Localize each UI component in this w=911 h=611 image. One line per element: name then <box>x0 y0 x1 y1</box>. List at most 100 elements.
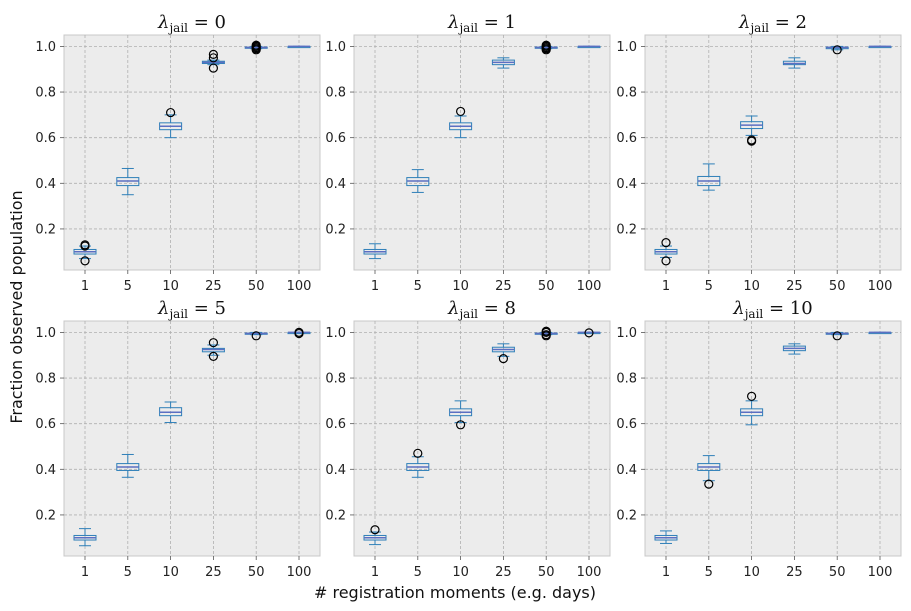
outlier-point <box>498 354 508 364</box>
plot-area <box>353 34 611 271</box>
title-value: 5 <box>215 298 226 319</box>
title-equals: = <box>188 12 215 33</box>
box-10 <box>159 401 183 424</box>
box-100 <box>287 327 311 339</box>
subplot-panel: 0.2 0.4 0.6 0.8 1.0 1 5 10 25 50 100 λjail = 2 <box>616 12 902 294</box>
outlier-point <box>746 391 757 401</box>
outlier-point <box>541 326 551 336</box>
y-tick-label: 0.4 <box>325 177 346 192</box>
outlier-point <box>456 106 466 117</box>
box-5 <box>697 455 721 489</box>
box-50 <box>244 331 268 341</box>
title-equals: = <box>763 298 790 319</box>
box-1 <box>654 530 678 544</box>
panel-title: λjail = 1 <box>447 12 516 35</box>
subplot-panel: 0.2 0.4 0.6 0.8 1.0 1 5 10 25 50 100 λjail = 5 <box>35 298 321 580</box>
outlier-point <box>746 135 757 145</box>
y-tick-label: 0.6 <box>35 131 56 146</box>
y-tick-label: 0.8 <box>616 372 637 387</box>
outlier-point <box>80 240 90 250</box>
box-5 <box>116 167 140 196</box>
x-tick-label: 5 <box>414 279 422 294</box>
x-tick-label: 25 <box>786 279 803 294</box>
outlier-point <box>541 330 551 340</box>
y-tick-label: 0.2 <box>325 222 346 237</box>
title-equals: = <box>478 298 505 319</box>
outlier-point <box>456 420 466 430</box>
outlier-point <box>584 328 594 338</box>
y-tick-label: 0.6 <box>616 131 637 146</box>
panel-title: λjail = 5 <box>157 298 226 321</box>
box-25 <box>782 343 806 355</box>
box-1 <box>73 240 97 266</box>
title-subscript: jail <box>457 307 478 321</box>
title-subscript: jail <box>457 21 478 35</box>
title-subscript: jail <box>167 307 188 321</box>
y-tick-label: 0.8 <box>616 86 637 101</box>
y-axis-label: Fraction observed population <box>7 190 26 423</box>
y-tick-label: 1.0 <box>616 40 637 55</box>
x-tick-label: 50 <box>829 565 846 580</box>
outlier-point <box>251 40 261 50</box>
outlier-point <box>661 256 671 266</box>
box-25 <box>491 343 515 364</box>
box-25 <box>201 49 225 73</box>
x-tick-label: 50 <box>538 279 555 294</box>
x-tick-label: 1 <box>662 565 670 580</box>
subplot-panel: 0.2 0.4 0.6 0.8 1.0 1 5 10 25 50 100 λjail = 8 <box>325 298 611 580</box>
x-tick-label: 100 <box>577 565 602 580</box>
box-10 <box>449 400 473 430</box>
plot-area <box>63 34 321 271</box>
x-tick-label: 25 <box>205 279 222 294</box>
box-25 <box>782 57 806 69</box>
title-subscript: jail <box>743 307 764 321</box>
panel-title: λjail = 10 <box>732 298 812 321</box>
box-50 <box>825 45 849 55</box>
y-tick-label: 0.6 <box>35 417 56 432</box>
y-tick-label: 1.0 <box>616 326 637 341</box>
y-tick-label: 0.2 <box>35 222 56 237</box>
x-tick-label: 10 <box>452 279 469 294</box>
box-1 <box>654 238 678 266</box>
outlier-point <box>80 256 90 266</box>
x-axis-label: # registration moments (e.g. days) <box>314 583 596 602</box>
title-value: 0 <box>215 12 226 33</box>
plot-area <box>63 320 321 557</box>
y-tick-label: 0.8 <box>35 86 56 101</box>
y-tick-label: 0.4 <box>616 463 637 478</box>
plot-area <box>353 320 611 557</box>
outlier-point <box>370 525 380 535</box>
y-tick-label: 0.2 <box>325 508 346 523</box>
y-tick-label: 0.2 <box>616 508 637 523</box>
panel-title: λjail = 8 <box>447 298 516 321</box>
outlier-point <box>208 338 218 348</box>
box-50 <box>534 326 558 341</box>
box-100 <box>577 45 601 49</box>
x-tick-label: 50 <box>538 565 555 580</box>
subplot-panel: 0.2 0.4 0.6 0.8 1.0 1 5 10 25 50 100 λjail = 0 <box>35 12 321 294</box>
outlier-point <box>704 479 714 489</box>
y-tick-label: 0.4 <box>616 177 637 192</box>
x-tick-label: 10 <box>452 565 469 580</box>
box-10 <box>159 107 183 139</box>
x-tick-label: 1 <box>81 279 89 294</box>
x-tick-label: 1 <box>371 565 379 580</box>
x-tick-label: 10 <box>743 565 760 580</box>
x-tick-label: 5 <box>705 279 713 294</box>
x-tick-label: 100 <box>577 279 602 294</box>
box-10 <box>449 106 473 139</box>
box-100 <box>577 328 601 338</box>
y-tick-label: 0.8 <box>325 86 346 101</box>
outlier-point <box>661 238 671 248</box>
x-tick-label: 10 <box>743 279 760 294</box>
title-subscript: jail <box>748 21 769 35</box>
x-tick-label: 25 <box>495 279 512 294</box>
title-lambda: λ <box>732 298 744 319</box>
x-tick-label: 25 <box>205 565 222 580</box>
y-tick-label: 1.0 <box>325 40 346 55</box>
y-tick-label: 0.6 <box>325 131 346 146</box>
title-lambda: λ <box>447 12 459 33</box>
x-tick-label: 25 <box>495 565 512 580</box>
title-equals: = <box>188 298 215 319</box>
